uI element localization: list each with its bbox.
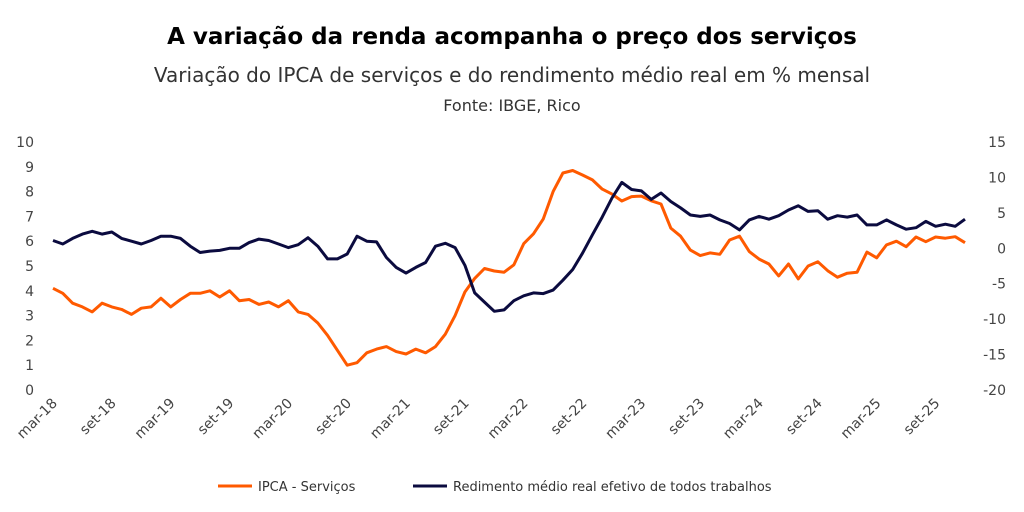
- x-tick-label: mar-23: [603, 396, 650, 443]
- x-tick-label: set-24: [783, 395, 826, 438]
- y-left-tick-label: 1: [25, 358, 34, 374]
- y-left-tick-label: 3: [25, 309, 34, 325]
- chart-title: A variação da renda acompanha o preço do…: [167, 24, 857, 50]
- x-tick-label: mar-21: [367, 396, 414, 443]
- y-right-tick-label: -20: [983, 383, 1006, 399]
- x-tick-label: set-25: [901, 396, 944, 439]
- series-line-ipca-servicos: [52, 169, 966, 367]
- chart-subtitle: Variação do IPCA de serviços e do rendim…: [154, 63, 870, 87]
- chart-source: Fonte: IBGE, Rico: [443, 96, 580, 115]
- x-tick-label: set-20: [312, 396, 355, 439]
- y-right-tick-label: 10: [988, 170, 1006, 186]
- x-tick-label: mar-22: [485, 396, 532, 443]
- y-left-tick-label: 2: [25, 333, 34, 349]
- y-axis-left: 0 1 2 3 4 5 6 7 8 9 10: [16, 135, 34, 399]
- series-lines: [52, 169, 966, 367]
- y-left-tick-label: 6: [25, 234, 34, 250]
- y-left-tick-label: 10: [16, 135, 34, 151]
- x-tick-label: mar-20: [250, 396, 297, 443]
- series-line-rendimento: [52, 180, 966, 313]
- legend-label-ipca-servicos: IPCA - Serviços: [258, 480, 356, 495]
- y-right-tick-label: -5: [992, 277, 1006, 293]
- x-tick-label: set-18: [77, 396, 120, 439]
- y-right-tick-label: 15: [988, 135, 1006, 151]
- y-left-tick-label: 9: [25, 160, 34, 176]
- y-left-tick-label: 8: [25, 185, 34, 201]
- legend: IPCA - Serviços Redimento médio real efe…: [218, 480, 772, 495]
- legend-label-rendimento: Redimento médio real efetivo de todos tr…: [453, 480, 772, 495]
- x-tick-label: mar-18: [14, 396, 61, 443]
- y-axis-right: -20 -15 -10 -5 0 5 10 15: [983, 135, 1006, 399]
- x-tick-label: mar-19: [132, 396, 179, 443]
- x-tick-label: set-23: [665, 396, 708, 439]
- y-left-tick-label: 7: [25, 209, 34, 225]
- x-axis: mar-18 set-18 mar-19 set-19 mar-20 set-20 mar-…: [14, 395, 943, 442]
- y-right-tick-label: -10: [983, 312, 1006, 328]
- x-tick-label: set-22: [548, 396, 591, 439]
- x-tick-label: set-21: [430, 396, 473, 439]
- y-right-tick-label: 0: [997, 241, 1006, 257]
- y-left-tick-label: 0: [25, 383, 34, 399]
- y-right-tick-label: -15: [983, 348, 1006, 364]
- x-tick-label: mar-24: [720, 395, 767, 442]
- y-left-tick-label: 4: [25, 284, 34, 300]
- x-tick-label: mar-25: [838, 396, 885, 443]
- x-tick-label: set-19: [195, 396, 238, 439]
- y-left-tick-label: 5: [25, 259, 34, 275]
- y-right-tick-label: 5: [997, 206, 1006, 222]
